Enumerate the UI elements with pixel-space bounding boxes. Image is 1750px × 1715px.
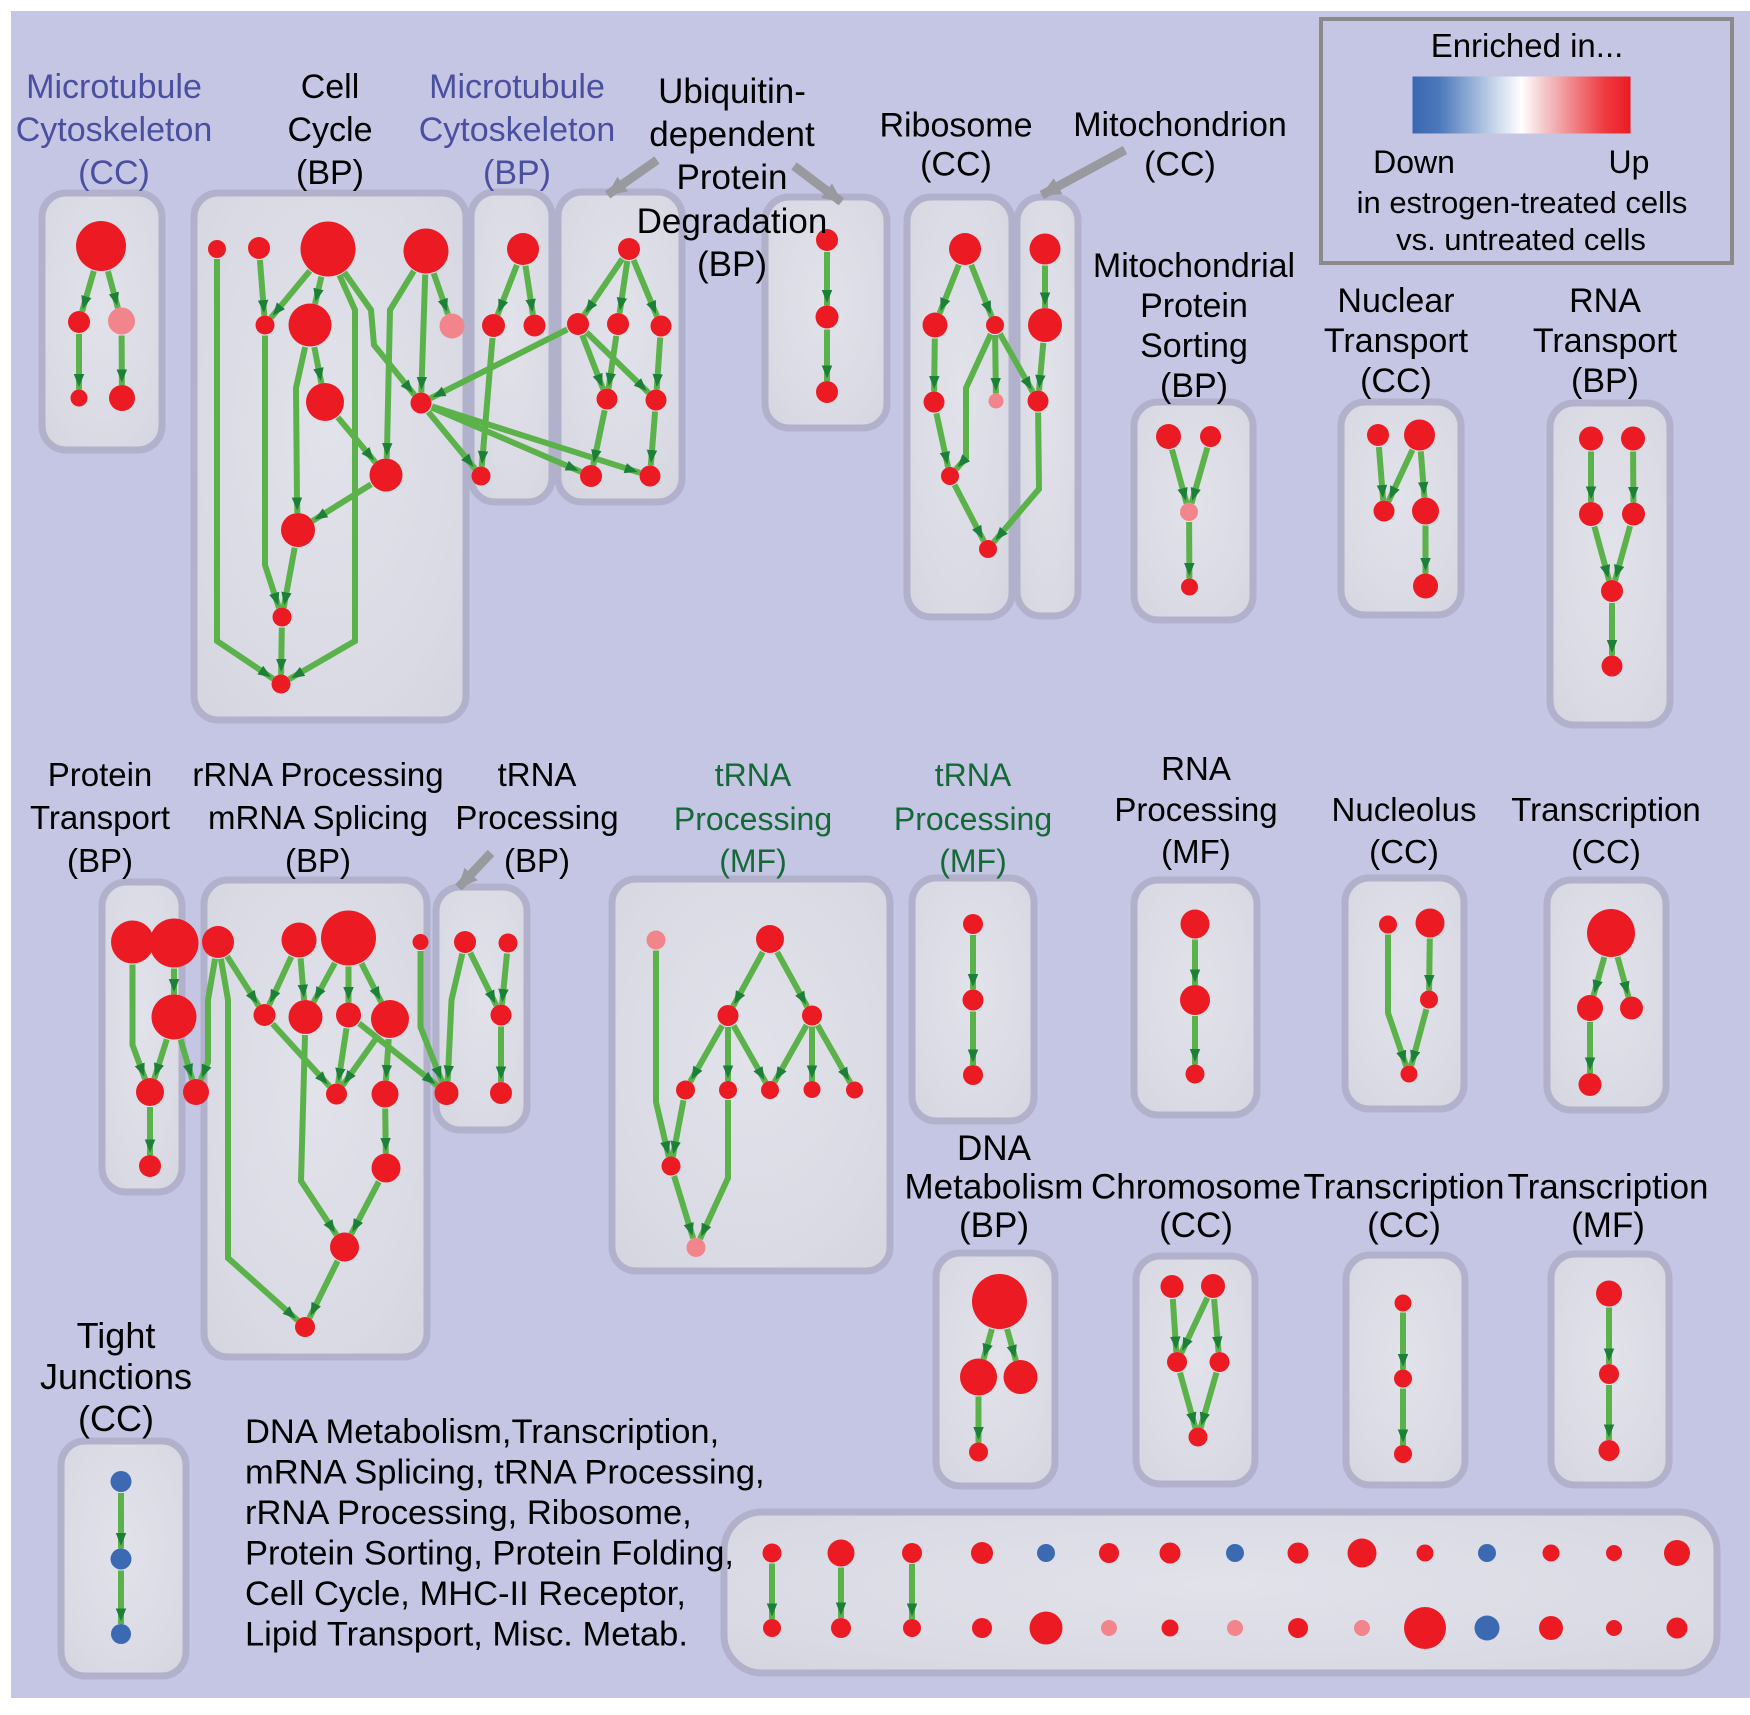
svg-text:(CC): (CC): [78, 1398, 154, 1439]
svg-text:Mitochondrion: Mitochondrion: [1073, 106, 1287, 144]
svg-text:Transcription: Transcription: [1304, 1168, 1505, 1207]
svg-text:(CC): (CC): [1360, 362, 1432, 400]
svg-text:tRNA: tRNA: [715, 757, 792, 793]
svg-text:Processing: Processing: [455, 799, 618, 836]
svg-text:Cytoskeleton: Cytoskeleton: [419, 111, 616, 149]
svg-text:(BP): (BP): [285, 842, 351, 879]
svg-text:Processing: Processing: [1114, 791, 1277, 828]
svg-text:Ribosome: Ribosome: [879, 107, 1032, 145]
svg-text:DNA Metabolism,Transcription,: DNA Metabolism,Transcription,: [245, 1413, 719, 1451]
svg-text:mRNA Splicing, tRNA Processing: mRNA Splicing, tRNA Processing,: [245, 1454, 765, 1492]
svg-text:Protein: Protein: [1140, 287, 1248, 325]
svg-text:(CC): (CC): [78, 154, 150, 192]
svg-text:Nucleolus: Nucleolus: [1332, 791, 1477, 828]
svg-text:Enriched in...: Enriched in...: [1431, 27, 1624, 64]
svg-text:rRNA Processing: rRNA Processing: [192, 756, 443, 793]
svg-text:Mitochondrial: Mitochondrial: [1093, 247, 1295, 285]
svg-text:Lipid Transport, Misc. Metab.: Lipid Transport, Misc. Metab.: [245, 1616, 688, 1654]
svg-text:Degradation: Degradation: [637, 202, 828, 241]
svg-text:dependent: dependent: [649, 115, 815, 154]
svg-text:Protein: Protein: [48, 756, 153, 793]
svg-text:Tight: Tight: [77, 1315, 156, 1356]
svg-text:(BP): (BP): [483, 154, 551, 192]
svg-text:vs. untreated cells: vs. untreated cells: [1396, 222, 1646, 257]
svg-text:(CC): (CC): [920, 146, 992, 184]
svg-text:Cell: Cell: [301, 68, 360, 106]
svg-text:(BP): (BP): [296, 154, 364, 192]
svg-text:(BP): (BP): [1571, 362, 1639, 400]
svg-text:Transcription: Transcription: [1511, 791, 1701, 828]
svg-text:(CC): (CC): [1144, 146, 1216, 184]
svg-text:(BP): (BP): [1160, 367, 1228, 405]
svg-text:DNA: DNA: [957, 1129, 1032, 1168]
svg-text:(MF): (MF): [719, 843, 787, 879]
svg-text:Processing: Processing: [894, 801, 1052, 837]
svg-text:tRNA: tRNA: [498, 756, 577, 793]
svg-text:(BP): (BP): [959, 1206, 1029, 1245]
svg-text:Protein: Protein: [677, 158, 788, 197]
svg-text:(CC): (CC): [1159, 1206, 1233, 1245]
svg-text:mRNA Splicing: mRNA Splicing: [208, 799, 428, 836]
svg-text:Chromosome: Chromosome: [1091, 1168, 1301, 1207]
svg-text:RNA: RNA: [1161, 750, 1231, 787]
svg-text:tRNA: tRNA: [935, 757, 1012, 793]
svg-text:(BP): (BP): [697, 245, 767, 284]
svg-text:Down: Down: [1373, 144, 1455, 180]
svg-text:Transcription: Transcription: [1508, 1168, 1709, 1207]
svg-text:(MF): (MF): [1571, 1206, 1645, 1245]
svg-text:Sorting: Sorting: [1140, 327, 1248, 365]
svg-text:Cell Cycle, MHC-II Receptor,: Cell Cycle, MHC-II Receptor,: [245, 1575, 686, 1613]
svg-text:Transport: Transport: [30, 799, 170, 836]
svg-text:(BP): (BP): [504, 842, 570, 879]
svg-text:(CC): (CC): [1367, 1206, 1441, 1245]
svg-text:Transport: Transport: [1324, 322, 1469, 360]
svg-text:(MF): (MF): [1161, 833, 1231, 870]
svg-text:Processing: Processing: [674, 801, 832, 837]
svg-text:Cytoskeleton: Cytoskeleton: [16, 111, 213, 149]
svg-text:Cycle: Cycle: [287, 111, 372, 149]
svg-text:(CC): (CC): [1369, 833, 1439, 870]
svg-text:Protein Sorting, Protein Foldi: Protein Sorting, Protein Folding,: [245, 1535, 734, 1573]
svg-text:Microtubule: Microtubule: [26, 68, 202, 106]
svg-text:Nuclear: Nuclear: [1337, 282, 1454, 320]
svg-text:(BP): (BP): [67, 842, 133, 879]
svg-text:in estrogen-treated cells: in estrogen-treated cells: [1357, 185, 1688, 220]
svg-text:(MF): (MF): [939, 843, 1007, 879]
svg-text:Microtubule: Microtubule: [429, 68, 605, 106]
svg-text:Ubiquitin-: Ubiquitin-: [658, 72, 806, 111]
svg-text:Transport: Transport: [1533, 322, 1678, 360]
svg-text:rRNA Processing, Ribosome,: rRNA Processing, Ribosome,: [245, 1494, 692, 1532]
svg-text:RNA: RNA: [1569, 282, 1641, 320]
svg-text:Junctions: Junctions: [40, 1356, 192, 1397]
svg-text:Up: Up: [1609, 144, 1650, 180]
svg-text:(CC): (CC): [1571, 833, 1641, 870]
svg-text:Metabolism: Metabolism: [905, 1168, 1084, 1207]
